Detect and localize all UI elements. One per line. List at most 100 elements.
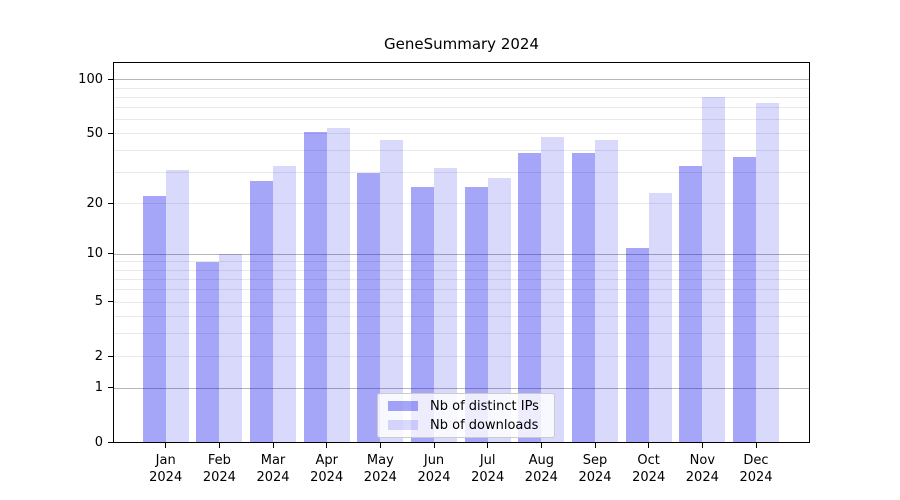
y-tick-label-10: 10 [86, 246, 103, 262]
y-tick-0 [108, 442, 113, 443]
x-tick-month: Jul [479, 453, 496, 468]
y-tick-20 [108, 202, 113, 204]
y-gridline-major-1 [114, 387, 809, 389]
x-tick-label-apr: Apr 2024 [295, 452, 359, 486]
bar-distinct-ips-dec [733, 156, 756, 443]
bar-distinct-ips-oct [625, 247, 649, 443]
x-tick-year: 2024 [363, 470, 397, 485]
bar-distinct-ips-feb [196, 261, 220, 443]
bar-downloads-feb [219, 254, 243, 443]
y-gridline-minor-9 [114, 261, 809, 263]
x-tick-year: 2024 [256, 470, 290, 485]
bar-distinct-ips-sep [572, 152, 595, 443]
y-gridline-minor-80 [114, 96, 809, 98]
y-tick-5 [108, 301, 113, 303]
y-tick-100 [108, 78, 113, 80]
bar-distinct-ips-mar [250, 180, 274, 443]
bar-downloads-mar [273, 165, 297, 443]
y-tick-label-20: 20 [86, 195, 103, 211]
x-tick-month: Nov [689, 453, 716, 468]
x-tick-oct [648, 443, 650, 448]
x-tick-label-aug: Aug 2024 [509, 452, 573, 486]
y-gridline-minor-7 [114, 278, 809, 280]
x-tick-month: Apr [315, 453, 338, 468]
x-tick-month: Dec [743, 453, 769, 468]
x-tick-month: Mar [260, 453, 286, 468]
bar-distinct-ips-jun [411, 186, 435, 443]
x-tick-aug [540, 443, 542, 448]
legend: Nb of distinct IPs Nb of downloads [377, 393, 555, 438]
x-tick-jul [487, 443, 489, 448]
x-tick-month: Oct [637, 453, 660, 468]
x-tick-label-jan: Jan 2024 [134, 452, 198, 486]
x-tick-year: 2024 [417, 470, 451, 485]
x-tick-month: Aug [528, 453, 555, 468]
y-tick-label-5: 5 [94, 294, 103, 310]
x-tick-month: Sep [582, 453, 608, 468]
bar-downloads-dec [756, 103, 779, 443]
chart-title: GeneSummary 2024 [383, 35, 540, 53]
y-gridline-minor-20 [114, 203, 809, 205]
bar-downloads-nov [702, 97, 726, 443]
y-gridline-major-10 [114, 253, 809, 255]
x-tick-nov [701, 443, 703, 448]
x-tick-year: 2024 [685, 470, 719, 485]
x-tick-label-may: May 2024 [348, 452, 412, 486]
y-gridline-minor-3 [114, 333, 809, 335]
x-tick-label-dec: Dec 2024 [724, 452, 788, 486]
y-tick-50 [108, 132, 113, 134]
x-tick-year: 2024 [202, 470, 236, 485]
y-tick-label-50: 50 [86, 125, 103, 141]
bar-distinct-ips-may [357, 172, 381, 443]
y-gridline-minor-2 [114, 356, 809, 358]
y-tick-10 [108, 253, 113, 255]
x-tick-sep [594, 443, 596, 448]
bar-distinct-ips-jan [142, 196, 166, 443]
y-tick-label-100: 100 [78, 71, 103, 87]
x-tick-month: Feb [207, 453, 231, 468]
legend-label-downloads: Nb of downloads [430, 417, 539, 433]
x-tick-year: 2024 [471, 470, 505, 485]
bar-downloads-oct [648, 193, 672, 443]
x-tick-label-jul: Jul 2024 [456, 452, 520, 486]
y-gridline-minor-50 [114, 133, 809, 135]
y-tick-1 [108, 387, 113, 389]
bar-downloads-jun [434, 167, 458, 443]
bar-distinct-ips-apr [303, 132, 327, 443]
x-tick-label-sep: Sep 2024 [563, 452, 627, 486]
y-gridline-minor-6 [114, 289, 809, 291]
x-tick-year: 2024 [632, 470, 666, 485]
legend-item-distinct-ips: Nb of distinct IPs [388, 399, 544, 414]
legend-swatch-downloads [388, 420, 418, 430]
x-tick-year: 2024 [524, 470, 558, 485]
x-tick-apr [326, 443, 328, 448]
x-tick-mar [272, 443, 274, 448]
x-tick-year: 2024 [739, 470, 773, 485]
x-tick-month: Jan [155, 453, 176, 468]
x-tick-month: May [366, 453, 394, 468]
y-gridline-minor-60 [114, 119, 809, 121]
x-tick-may [379, 443, 381, 448]
x-tick-label-nov: Nov 2024 [670, 452, 734, 486]
bar-distinct-ips-jul [464, 186, 488, 443]
x-tick-label-mar: Mar 2024 [241, 452, 305, 486]
y-tick-label-2: 2 [94, 348, 103, 364]
x-tick-label-oct: Oct 2024 [617, 452, 681, 486]
x-tick-jun [433, 443, 435, 448]
bar-downloads-aug [541, 136, 565, 443]
legend-item-downloads: Nb of downloads [388, 418, 544, 433]
legend-swatch-distinct-ips [388, 401, 418, 411]
bar-downloads-may [380, 140, 404, 443]
y-gridline-minor-90 [114, 87, 809, 89]
x-tick-label-feb: Feb 2024 [187, 452, 251, 486]
x-tick-year: 2024 [310, 470, 344, 485]
bar-downloads-sep [595, 140, 618, 443]
bar-distinct-ips-nov [679, 165, 703, 443]
x-tick-year: 2024 [578, 470, 612, 485]
grid-layer [114, 63, 809, 443]
y-gridline-minor-70 [114, 107, 809, 109]
bar-downloads-apr [326, 127, 350, 443]
bar-downloads-jul [487, 178, 511, 443]
x-tick-jan [165, 443, 167, 448]
